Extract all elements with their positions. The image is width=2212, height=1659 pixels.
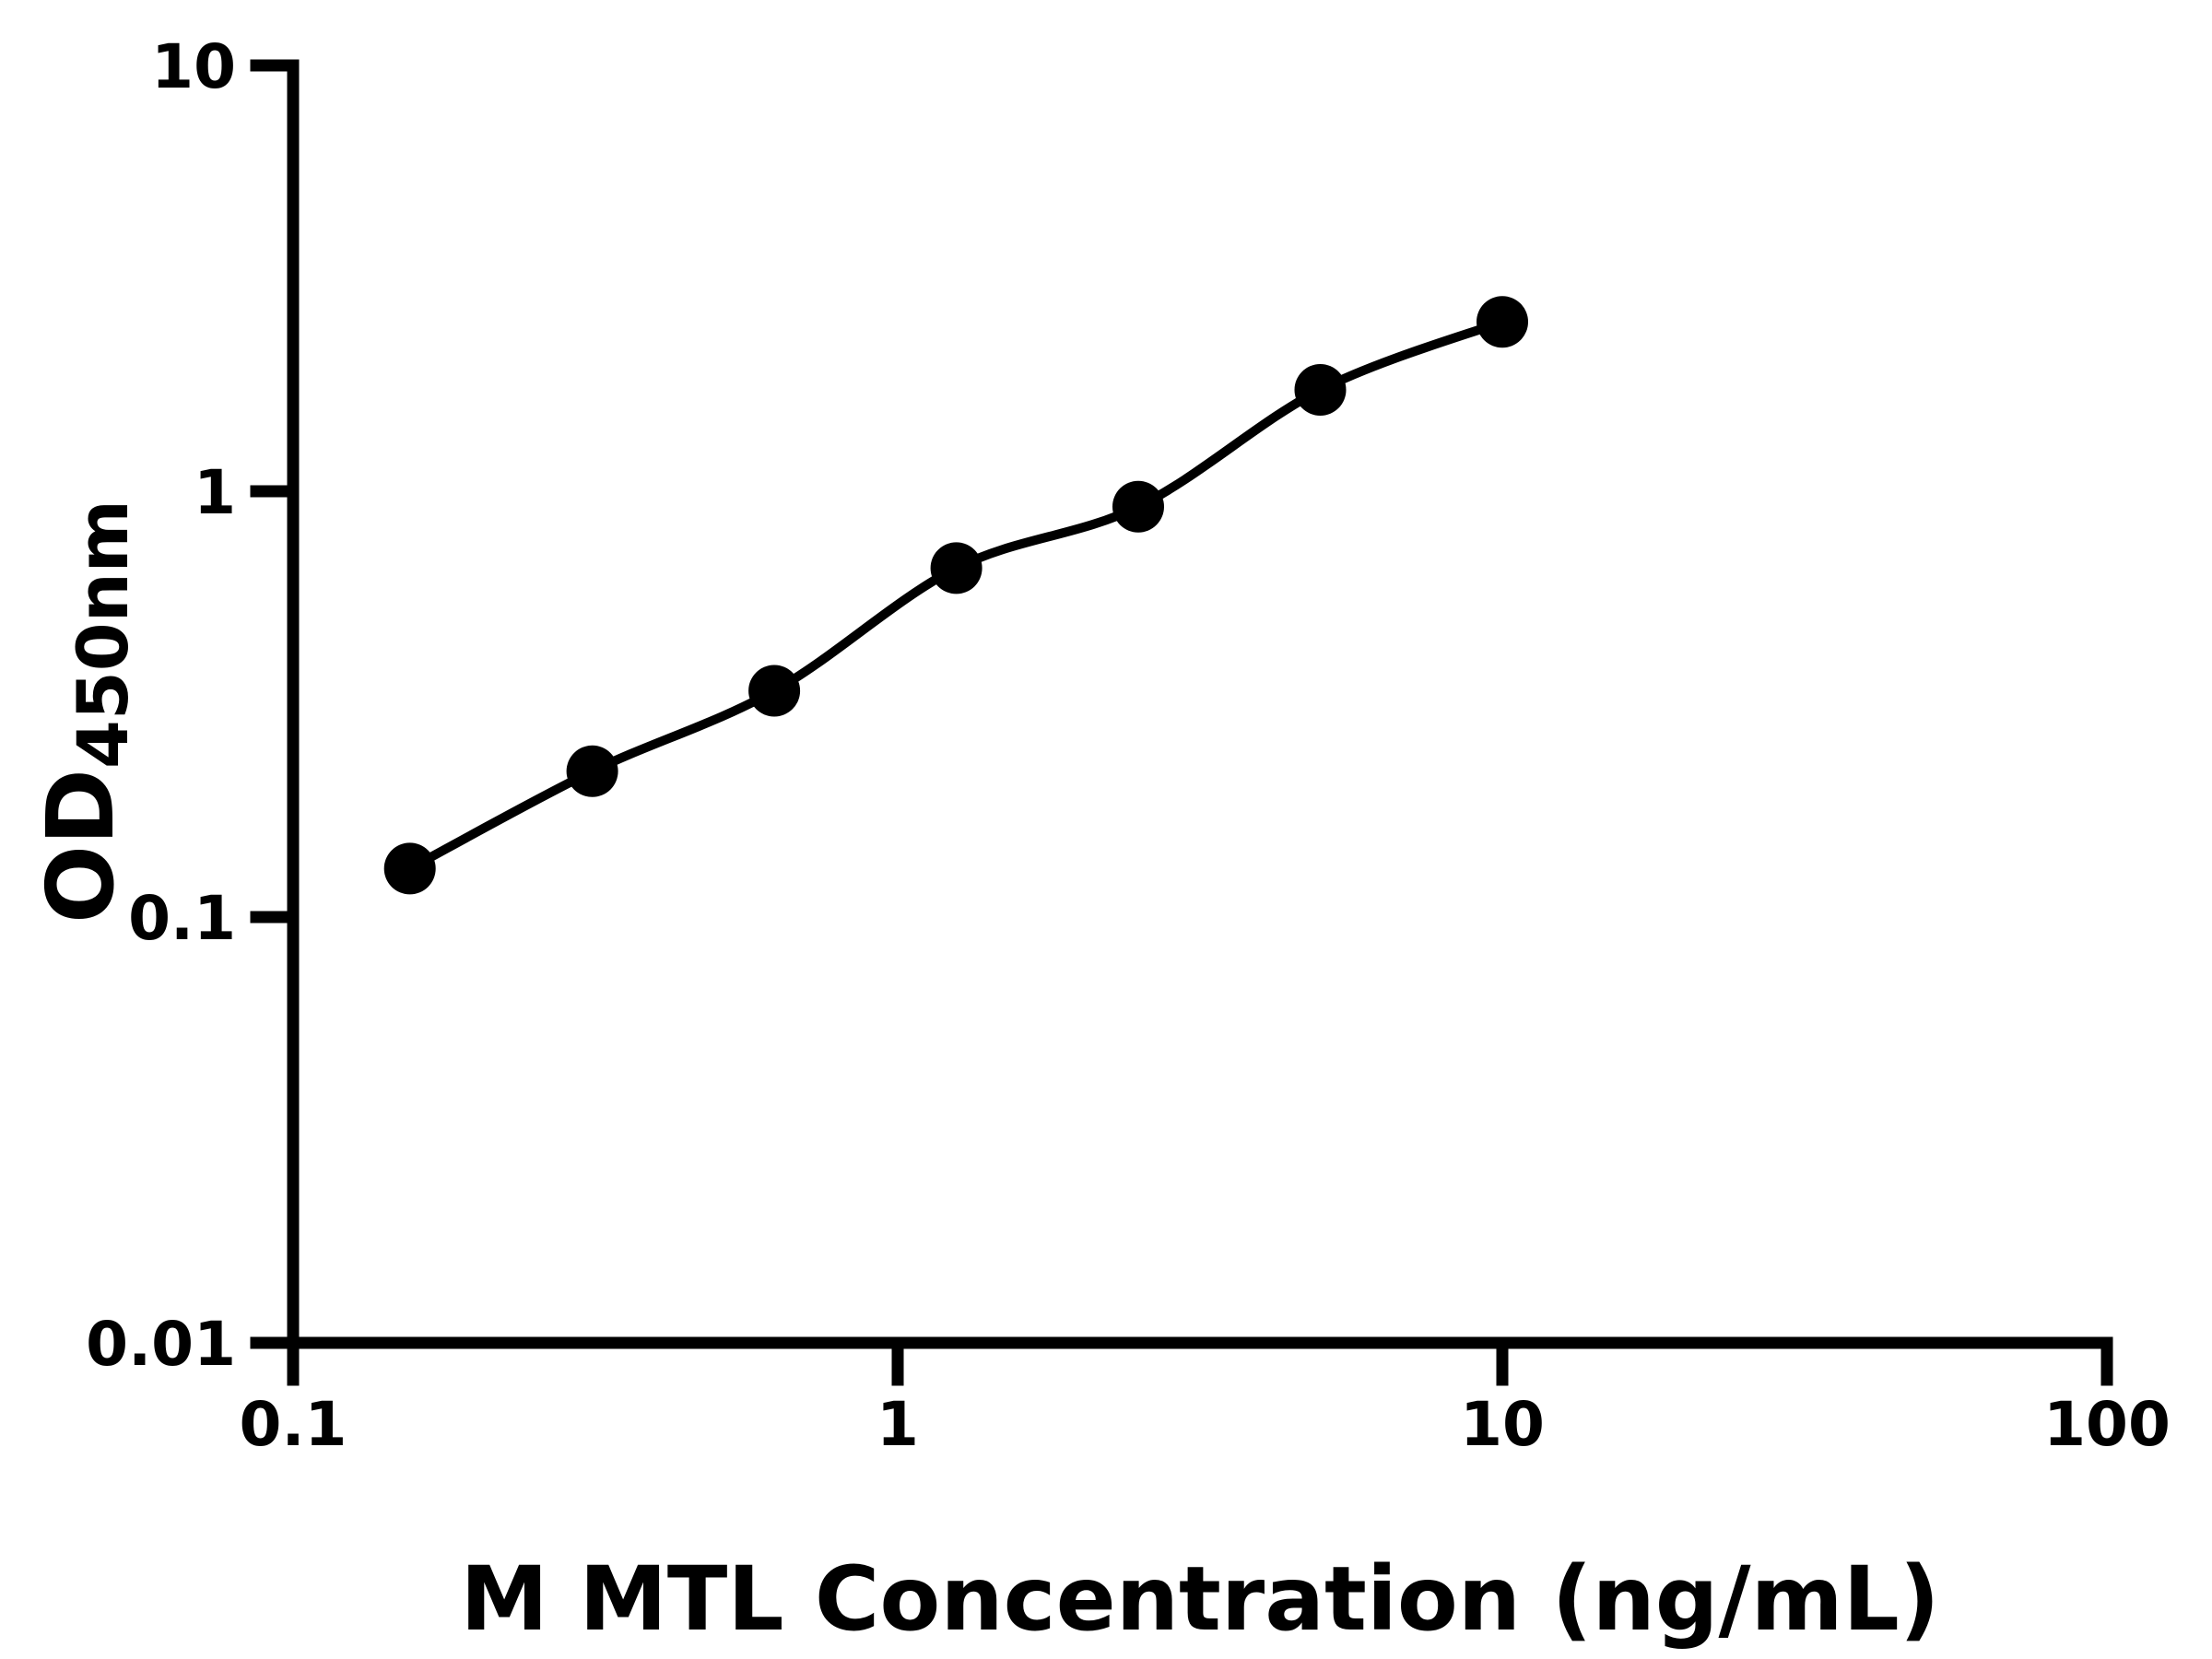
data-point-1.25 xyxy=(930,542,982,594)
axes xyxy=(250,59,2113,1386)
data-point-0.625 xyxy=(748,665,801,717)
data-point-5 xyxy=(1294,364,1347,416)
data-point-10 xyxy=(1477,296,1528,348)
x-tick-label-0.1: 0.1 xyxy=(240,1389,347,1460)
x-tick-label-100: 100 xyxy=(2043,1389,2171,1460)
data-point-0.156 xyxy=(383,842,436,895)
data-point-0.3125 xyxy=(566,745,618,797)
y-tick-label-1: 1 xyxy=(194,457,236,528)
y-axis-title-subscript: 450nm xyxy=(62,500,144,769)
y-axis-title-main: OD xyxy=(27,769,135,924)
data-point-2.5 xyxy=(1112,480,1164,533)
y-tick-label-0.1: 0.1 xyxy=(128,883,236,954)
y-axis-tick-labels: 0.01 0.1 1 10 xyxy=(86,31,236,1380)
y-tick-label-10: 10 xyxy=(151,31,236,102)
x-tick-label-10: 10 xyxy=(1460,1389,1545,1460)
x-axis-title: M MTL Concentration (ng/mL) xyxy=(460,1547,1939,1651)
standard-curve-series xyxy=(383,296,1528,895)
x-tick-label-1: 1 xyxy=(877,1389,919,1460)
y-axis-title: OD450nm xyxy=(27,500,144,924)
y-tick-label-0.01: 0.01 xyxy=(86,1309,236,1380)
x-axis-tick-labels: 0.1 1 10 100 xyxy=(240,1389,2171,1460)
